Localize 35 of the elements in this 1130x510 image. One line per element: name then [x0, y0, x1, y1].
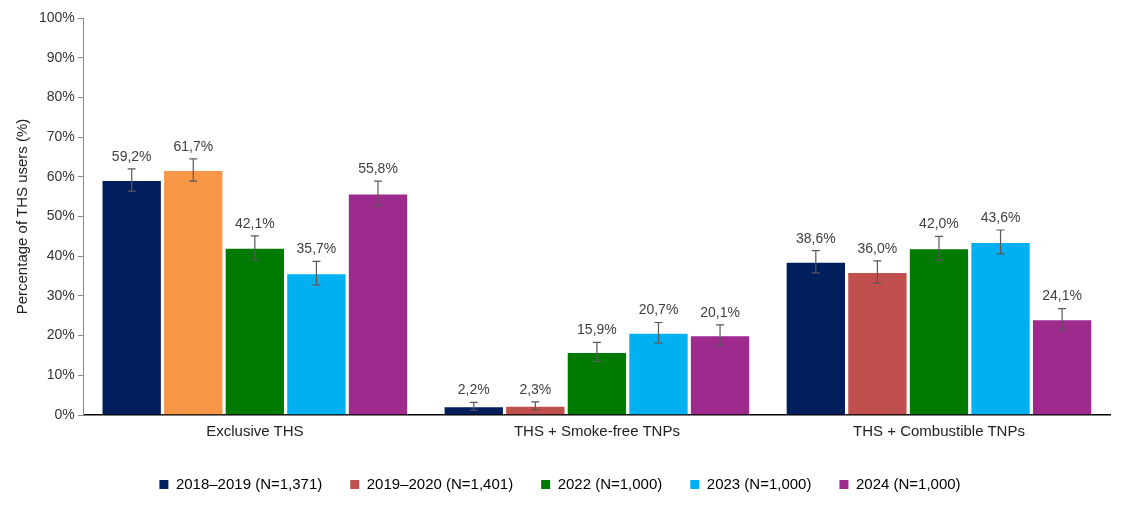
legend-label: 2018–2019 (N=1,371) — [175, 474, 323, 492]
data-label: 20,7% — [638, 301, 679, 318]
data-label: 38,6% — [795, 229, 836, 246]
data-label: 59,2% — [111, 147, 152, 164]
legend-label: 2019–2020 (N=1,401) — [366, 474, 514, 492]
data-label: 20,1% — [700, 303, 740, 320]
data-label: 24,1% — [1042, 287, 1082, 304]
y-tick-label: 70% — [46, 127, 75, 144]
y-tick-label: 0% — [54, 405, 75, 422]
y-tick-label: 50% — [46, 207, 75, 224]
data-label: 61,7% — [173, 137, 214, 154]
data-label: 2,2% — [457, 381, 490, 398]
legend-label: 2023 (N=1,000) — [706, 474, 812, 492]
data-label: 36,0% — [857, 239, 898, 256]
y-tick-label: 40% — [46, 247, 75, 264]
y-tick-label: 30% — [46, 286, 75, 303]
data-label: 55,8% — [358, 160, 398, 177]
data-label: 2,3% — [519, 380, 552, 397]
y-axis-title: Percentage of THS users (%) — [13, 118, 31, 315]
data-label: 35,7% — [296, 240, 337, 257]
data-label: 42,1% — [234, 214, 275, 231]
y-tick-label: 90% — [46, 48, 75, 65]
data-label: 42,0% — [919, 215, 959, 232]
y-tick-label: 80% — [46, 88, 75, 105]
legend-label: 2024 (N=1,000) — [855, 474, 961, 492]
legend-label: 2022 (N=1,000) — [557, 474, 663, 492]
x-tick-label: THS + Combustible TNPs — [853, 422, 1025, 440]
y-tick-label: 10% — [46, 366, 75, 383]
x-tick-label: Exclusive THS — [206, 422, 304, 440]
y-tick-label: 20% — [46, 326, 75, 343]
data-label: 43,6% — [980, 208, 1021, 225]
y-tick-label: 60% — [46, 167, 75, 184]
data-label: 15,9% — [577, 321, 617, 338]
y-tick-label: 100% — [38, 8, 75, 25]
x-tick-label: THS + Smoke-free TNPs — [513, 422, 680, 440]
